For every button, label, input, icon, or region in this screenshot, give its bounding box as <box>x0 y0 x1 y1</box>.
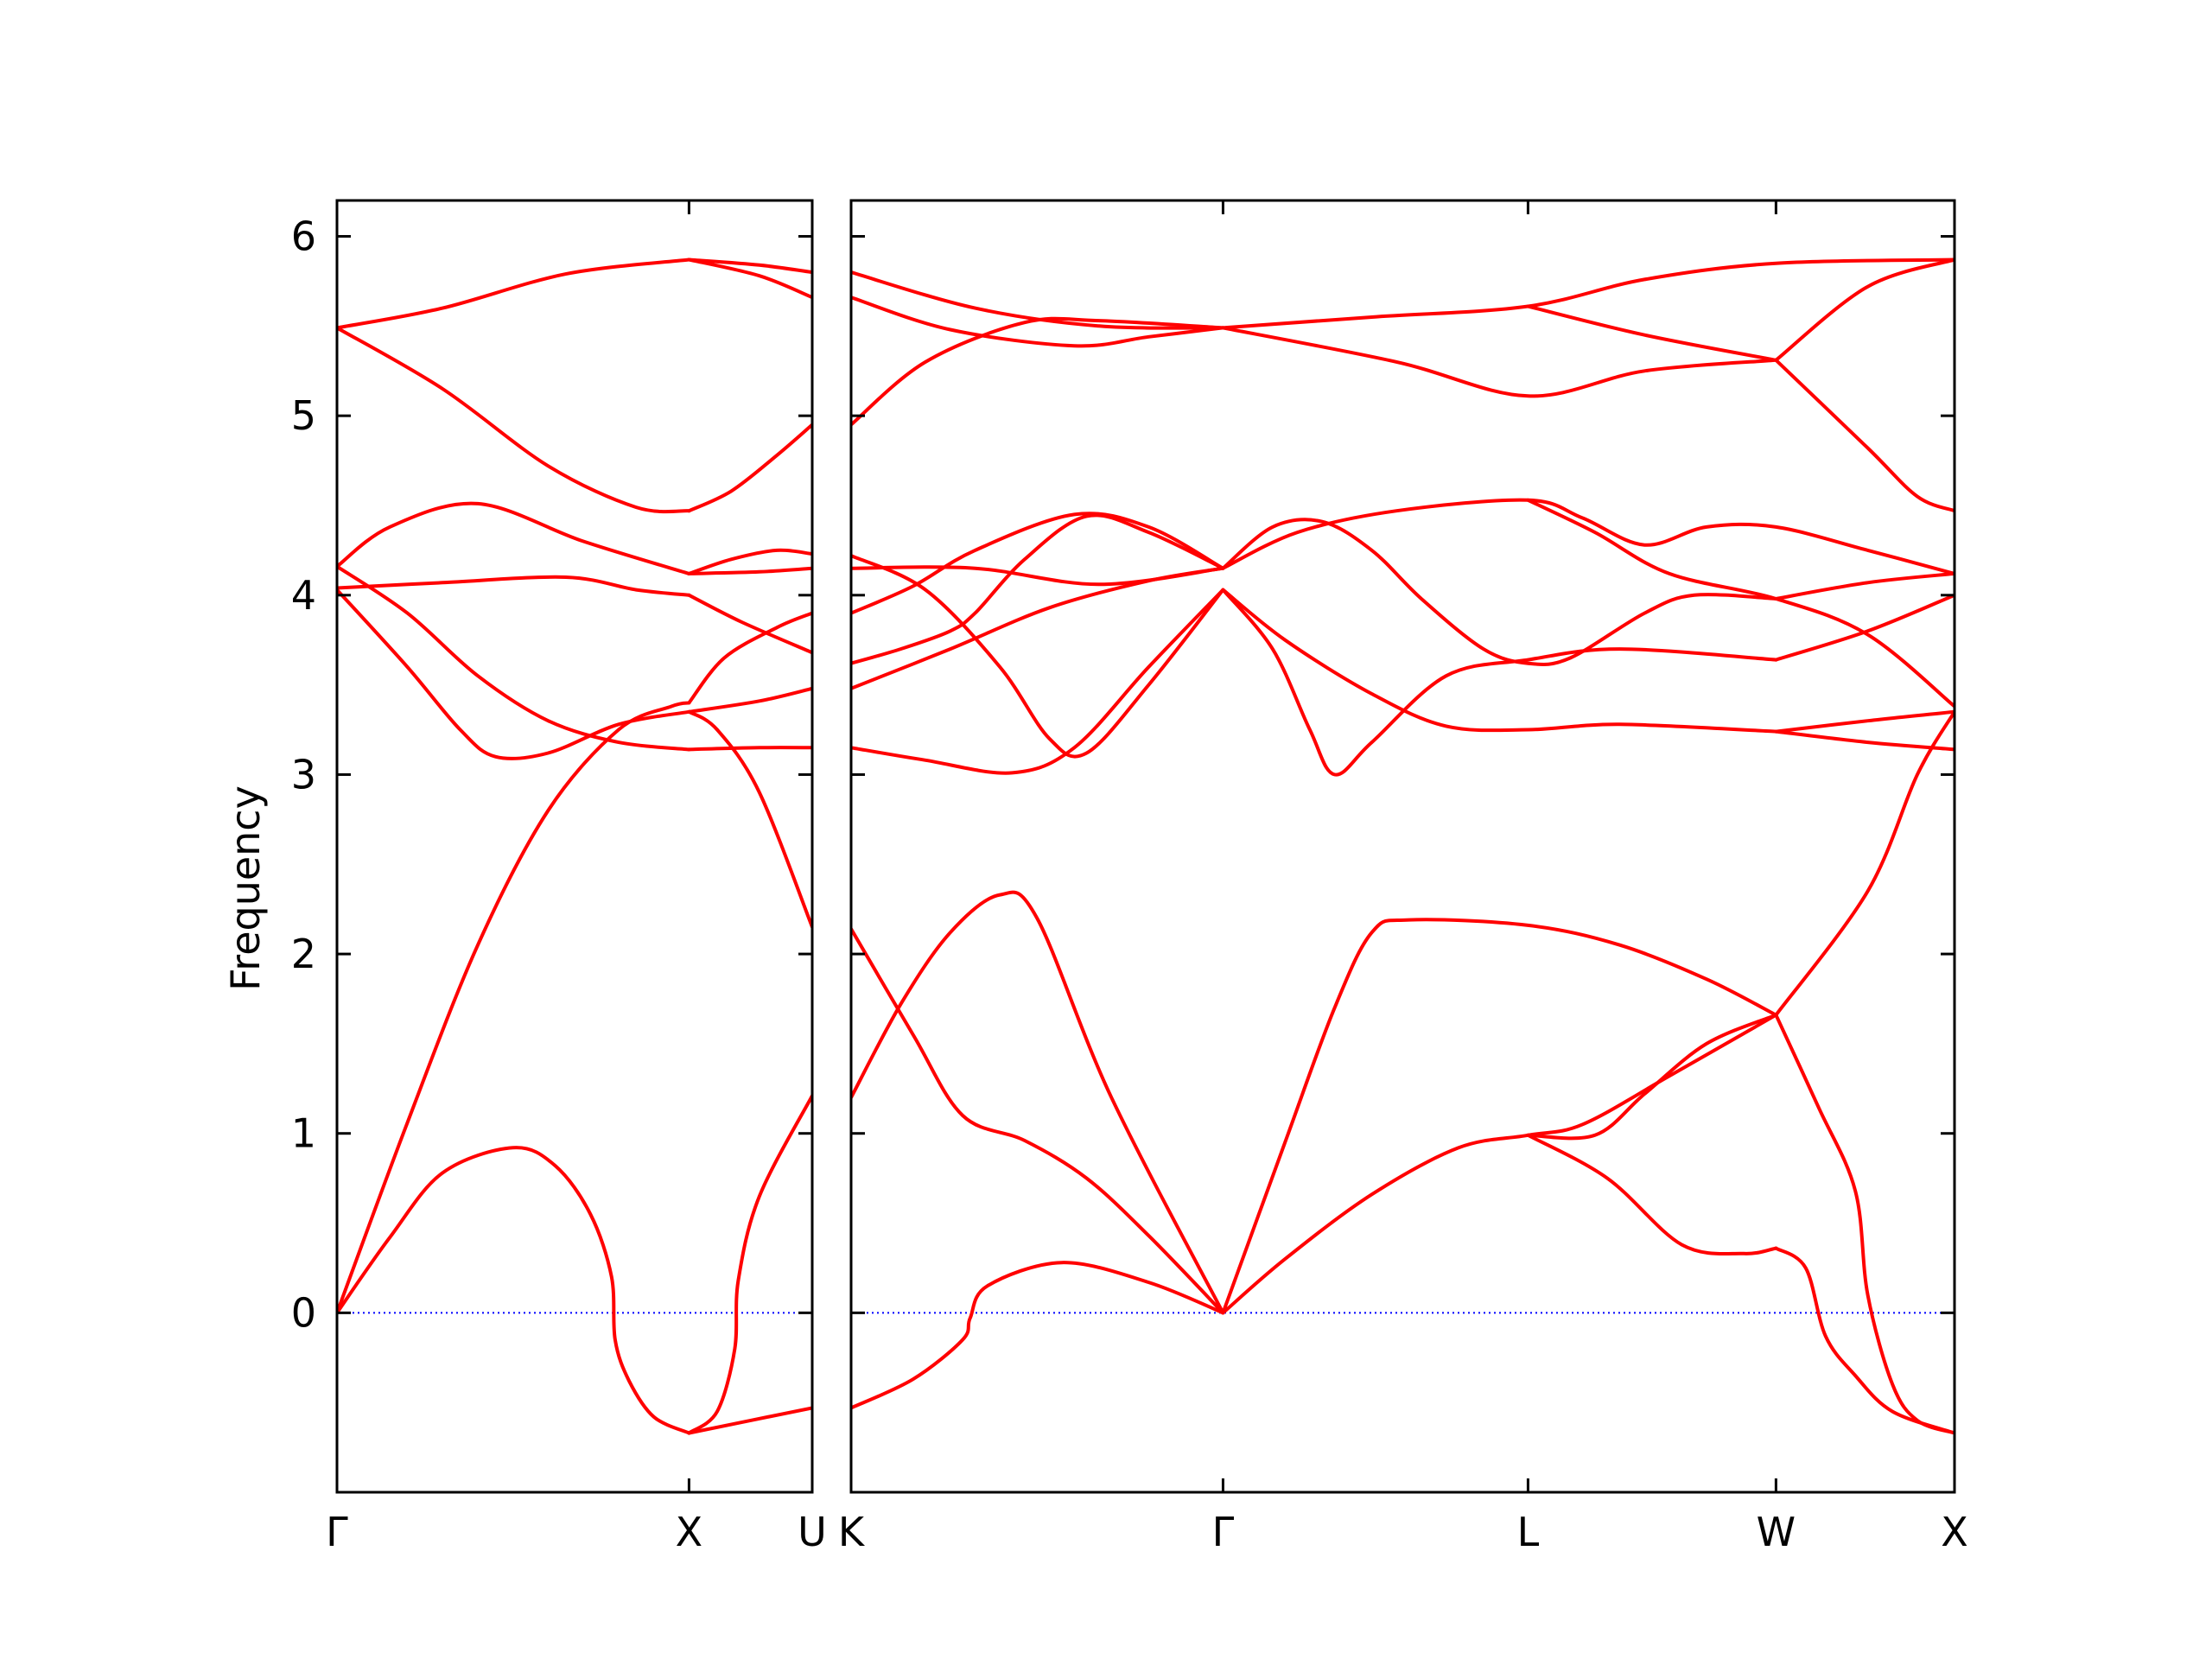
series-group <box>337 257 812 1435</box>
band-line-17 <box>1221 588 1778 777</box>
band-line-21 <box>1774 571 1955 601</box>
band-line-14 <box>687 593 812 655</box>
x-tick-label: X <box>676 1509 703 1555</box>
y-tick-label: 5 <box>291 392 316 439</box>
band-line-26 <box>851 296 1225 348</box>
y-tick-label: 2 <box>291 931 316 977</box>
band-line-2 <box>851 927 1225 1315</box>
x-tick-label: K <box>838 1509 866 1555</box>
y-axis: 0 1 2 3 4 5 6 <box>291 213 316 1337</box>
band-line-11 <box>687 611 812 705</box>
band-line-9 <box>687 1094 812 1435</box>
band-line-1 <box>851 890 1225 1315</box>
band-line-16 <box>687 548 812 575</box>
y-tick-label: 0 <box>291 1289 316 1336</box>
x-tick-label: W <box>1757 1509 1796 1555</box>
band-line-15 <box>687 566 812 575</box>
y-axis-label: Frequency <box>222 785 269 991</box>
band-line-22 <box>1774 593 1955 662</box>
band-line-19 <box>1221 518 1778 667</box>
band-line-1 <box>337 701 691 1315</box>
band-line-7 <box>337 257 691 330</box>
band-line-8 <box>1774 1246 1955 1435</box>
band-line-13 <box>851 554 1225 759</box>
band-line-15 <box>851 513 1225 665</box>
plot-frame <box>849 199 1956 1494</box>
band-line-28 <box>1221 257 1955 330</box>
band-line-31 <box>1774 257 1955 362</box>
band-line-20 <box>1526 498 1955 709</box>
band-line-0 <box>851 1261 1225 1410</box>
y-tick-label: 3 <box>291 751 316 798</box>
band-line-30 <box>1526 304 1778 362</box>
band-line-3 <box>1221 1013 1778 1315</box>
band-line-4 <box>1221 918 1778 1315</box>
band-line-27 <box>851 316 1225 427</box>
band-line-24 <box>1774 729 1955 752</box>
x-tick-label: L <box>1517 1509 1540 1555</box>
band-line-29 <box>1221 326 1778 398</box>
band-line-5 <box>337 501 691 575</box>
band-line-8 <box>687 1406 812 1435</box>
y-tick-label: 1 <box>291 1110 316 1157</box>
band-line-7 <box>1774 709 1955 1017</box>
band-line-6 <box>1774 1013 1955 1435</box>
band-line-10 <box>851 588 1225 775</box>
x-tick-label: Γ <box>326 1509 348 1555</box>
band-line-9 <box>1526 1133 1778 1256</box>
band-line-16 <box>1221 588 1778 734</box>
band-line-3 <box>337 588 691 761</box>
band-line-5 <box>1526 1013 1778 1141</box>
band-line-14 <box>851 565 1225 587</box>
x-tick-label: Γ <box>1212 1509 1235 1555</box>
band-line-17 <box>687 423 812 513</box>
x-tick-label: U <box>798 1509 827 1555</box>
band-line-10 <box>687 709 812 929</box>
band-line-12 <box>851 512 1225 615</box>
plot-frame <box>335 199 814 1494</box>
series-group <box>851 257 1955 1435</box>
band-line-2 <box>337 564 691 752</box>
y-tick-label: 6 <box>291 213 316 260</box>
band-line-18 <box>687 257 812 275</box>
band-line-32 <box>1774 358 1955 513</box>
band-line-0 <box>337 1146 691 1435</box>
band-line-6 <box>337 326 691 514</box>
band-line-19 <box>687 257 812 300</box>
y-tick-label: 4 <box>291 572 316 619</box>
x-tick-label: X <box>1941 1509 1968 1555</box>
band-line-13 <box>687 746 812 752</box>
band-line-25 <box>851 270 1225 330</box>
band-line-12 <box>687 686 812 714</box>
band-line-23 <box>1774 709 1955 734</box>
band-line-18 <box>1221 498 1955 575</box>
band-line-11 <box>851 566 1225 690</box>
band-line-4 <box>337 575 691 597</box>
